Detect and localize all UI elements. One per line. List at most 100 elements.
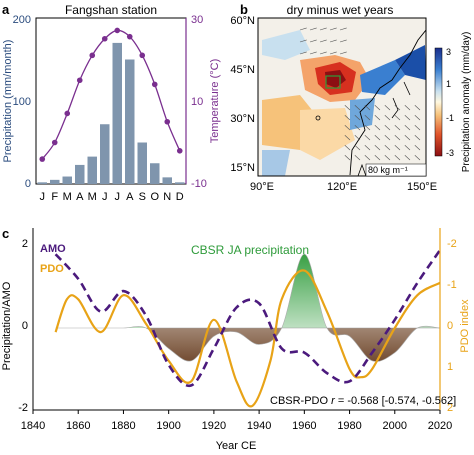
year-tick-1920: 1920 [202, 420, 226, 432]
right-ticks-c: -2 -1 0 1 2 [447, 238, 457, 414]
year-tick-1900: 1900 [156, 420, 180, 432]
flux-vector [374, 105, 381, 111]
lat-15N: 15°N [230, 162, 255, 174]
flux-vector [319, 27, 327, 31]
precip-bar-8 [125, 59, 135, 184]
flux-vector [394, 105, 401, 111]
correlation-value: = -0.568 [-0.574, -0.562] [335, 395, 456, 407]
flux-vector [339, 39, 347, 43]
temperature-line [39, 27, 183, 162]
year-tick-1980: 1980 [337, 420, 361, 432]
flux-vector [319, 39, 327, 43]
precip-bar-2 [50, 179, 60, 184]
cbsr-precipitation-fill [55, 253, 441, 362]
cbar-tick-neg1: -1 [446, 113, 454, 123]
flux-vector [404, 125, 411, 131]
precip-bar-6 [100, 124, 110, 184]
panel-label-a: a [2, 2, 10, 17]
flux-vector [354, 135, 361, 141]
month-tick-8: A [126, 191, 134, 203]
flux-vector [329, 27, 337, 31]
map-lat-ticks: 60°N 45°N 30°N 15°N [230, 15, 255, 174]
flux-vector [414, 155, 421, 161]
lat-30N: 30°N [230, 113, 255, 125]
flux-vector [414, 135, 421, 141]
flux-vector [414, 125, 421, 131]
flux-vector [384, 125, 391, 131]
month-tick-12: D [176, 191, 184, 203]
temperature-point-3 [64, 110, 71, 117]
c-right-tick-0: 0 [447, 320, 453, 332]
flux-vector [344, 125, 351, 131]
flux-vector [319, 51, 327, 55]
left-axis-ticks: 200 100 0 [13, 14, 31, 190]
month-tick-4: A [76, 191, 84, 203]
precip-bar-4 [75, 164, 85, 184]
right-tick-neg10: -10 [191, 178, 207, 190]
flux-vector [404, 155, 411, 161]
panel-b: b dry minus wet years [230, 2, 472, 193]
c-right-axis-label: PDO index [459, 299, 471, 353]
temperature-point-10 [151, 81, 158, 88]
flux-vector [404, 145, 411, 151]
c-left-tick-2: 2 [22, 238, 28, 250]
temperature-point-6 [101, 35, 108, 42]
flux-vector [344, 155, 351, 161]
c-right-tick-2: 2 [447, 402, 453, 414]
map-lon-ticks: 90°E 120°E 150°E [250, 181, 437, 193]
temperature-point-8 [126, 33, 133, 40]
c-right-tick-neg1: -1 [447, 279, 457, 291]
flux-vector [404, 115, 411, 121]
map-field [258, 18, 426, 176]
temperature-point-7 [114, 27, 121, 34]
c-left-tick-0: 0 [22, 320, 28, 332]
flux-vector [414, 115, 421, 121]
flux-vector [394, 135, 401, 141]
flux-vector [404, 105, 411, 111]
flux-vector [344, 115, 351, 121]
flux-vector [354, 115, 361, 121]
vector-key-label: 80 kg m⁻¹ [368, 165, 408, 175]
flux-vector [374, 145, 381, 151]
legend-amo: AMO [40, 243, 66, 255]
right-axis-ticks: 30 10 -10 [191, 14, 207, 190]
month-tick-9: S [139, 191, 146, 203]
c-right-tick-neg2: -2 [447, 238, 457, 250]
flux-vector [344, 145, 351, 151]
temperature-point-12 [176, 148, 183, 154]
panel-b-title: dry minus wet years [287, 3, 394, 17]
flux-vector [374, 115, 381, 121]
left-tick-100: 100 [13, 96, 31, 108]
flux-vector [364, 115, 371, 121]
flux-vector [354, 125, 361, 131]
year-tick-1840: 1840 [21, 420, 45, 432]
temperature-point-11 [164, 118, 171, 125]
precip-bar-9 [137, 142, 147, 184]
right-axis-label: Temperature (°C) [209, 59, 221, 143]
cbar-tick-neg3: -3 [446, 148, 454, 158]
month-tick-3: M [63, 191, 72, 203]
precip-bar-10 [150, 163, 160, 184]
flux-vector [299, 51, 307, 55]
flux-vector [404, 135, 411, 141]
lat-45N: 45°N [230, 64, 255, 76]
flux-vector [414, 105, 421, 111]
flux-vector [374, 135, 381, 141]
flux-vector [344, 105, 351, 111]
flux-vector [364, 145, 371, 151]
lon-150E: 150°E [407, 181, 437, 193]
precip-bar-12 [175, 182, 185, 184]
panel-label-c: c [2, 226, 9, 241]
flux-vector [414, 145, 421, 151]
panel-a-frame [35, 17, 187, 185]
panel-label-b: b [240, 2, 248, 17]
precip-bar-1 [37, 182, 47, 184]
temperature-point-5 [89, 52, 96, 59]
panel-c: c 1840 1860 1880 1900 1920 1940 1960 1980 2000 20… [1, 226, 471, 452]
year-tick-2020: 2020 [428, 420, 452, 432]
flux-vector [329, 39, 337, 43]
temperature-point-2 [51, 139, 58, 146]
colorbar [434, 47, 443, 157]
